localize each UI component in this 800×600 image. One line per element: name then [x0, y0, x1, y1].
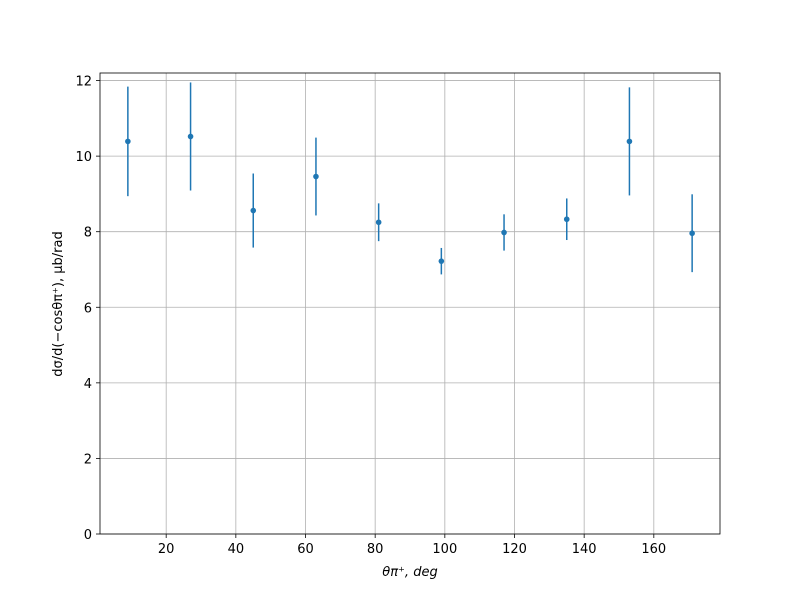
data-point [250, 207, 257, 214]
x-tick-label: 120 [502, 542, 527, 557]
y-tick-label: 8 [84, 226, 92, 241]
x-tick-label: 60 [297, 542, 314, 557]
data-point [313, 173, 319, 180]
plot-frame [99, 72, 721, 535]
data-point [187, 133, 194, 140]
y-tick-label: 10 [75, 150, 92, 165]
x-tick-label: 100 [432, 542, 457, 557]
x-tick-label: 160 [641, 542, 666, 557]
y-tick-label: 0 [84, 528, 92, 543]
y-tick-label: 12 [75, 75, 92, 90]
y-tick-label: 4 [84, 377, 92, 392]
data-point [563, 216, 570, 223]
data-point [125, 138, 131, 145]
x-tick-label: 40 [228, 542, 245, 557]
y-tick-label: 6 [84, 301, 92, 316]
x-axis-label: θπ⁺, deg [382, 565, 437, 580]
x-tick-label: 20 [158, 542, 175, 557]
y-tick-label: 2 [84, 452, 92, 467]
x-tick-label: 140 [572, 542, 597, 557]
data-point [375, 219, 382, 226]
data-point [438, 258, 445, 264]
data-point [626, 138, 633, 145]
data-point [501, 229, 507, 236]
x-tick-label: 80 [367, 542, 384, 557]
y-axis-label: dσ/d(−cosθπ⁺), μb/rad [51, 231, 66, 376]
data-point [689, 230, 695, 237]
